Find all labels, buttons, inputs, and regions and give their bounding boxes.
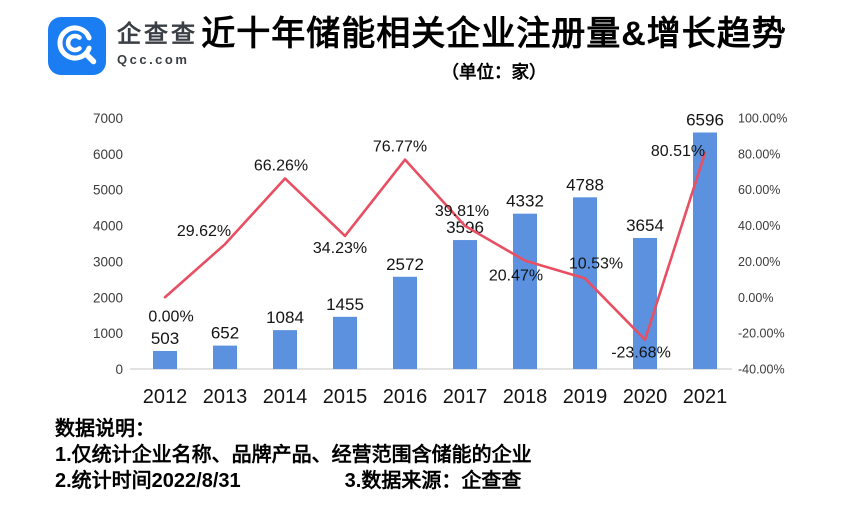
line-value-label: 20.47% xyxy=(489,268,543,285)
bar-value-label: 3654 xyxy=(626,216,664,235)
bar-value-label: 652 xyxy=(211,324,239,343)
line-value-label: 66.26% xyxy=(254,157,308,174)
left-axis-tick: 5000 xyxy=(93,183,123,198)
left-axis-tick: 1000 xyxy=(93,326,123,341)
line-value-label: 39.81% xyxy=(435,203,489,220)
bar-value-label: 4332 xyxy=(506,192,544,211)
x-axis-label: 2016 xyxy=(383,386,428,408)
line-value-label: 10.53% xyxy=(569,255,623,272)
line-value-label: 34.23% xyxy=(313,240,367,257)
qcc-logo-icon xyxy=(48,17,106,75)
left-axis-tick: 0 xyxy=(115,362,123,377)
bar-2014 xyxy=(273,330,297,369)
note-2: 2.统计时间2022/8/31 xyxy=(55,470,241,492)
note-1: 1.仅统计企业名称、品牌产品、经营范围含储能的企业 xyxy=(55,444,532,466)
brand-domain: Qcc.com xyxy=(117,52,190,67)
bar-2017 xyxy=(453,240,477,369)
note-row: 2.统计时间2022/8/31 3.数据来源：企查查 xyxy=(55,468,532,494)
line-value-label: 80.51% xyxy=(651,143,705,160)
brand-logo: 企查查 Qcc.com xyxy=(48,17,198,75)
page-title: 近十年储能相关企业注册量&增长趋势 xyxy=(201,15,787,53)
left-axis-tick: 2000 xyxy=(93,290,123,305)
left-axis-tick: 4000 xyxy=(93,219,123,234)
right-axis-tick: 20.00% xyxy=(738,255,780,269)
left-axis-tick: 6000 xyxy=(93,147,123,162)
bar-value-label: 1084 xyxy=(266,308,304,327)
bar-value-label: 2572 xyxy=(386,255,424,274)
notes-heading: 数据说明： xyxy=(55,418,155,440)
bar-2016 xyxy=(393,276,417,369)
left-axis-tick: 3000 xyxy=(93,254,123,269)
bar-2018 xyxy=(513,213,537,369)
line-value-label: 0.00% xyxy=(148,308,193,325)
brand-text: 企查查 Qcc.com xyxy=(117,17,198,68)
brand-name: 企查查 xyxy=(117,21,198,48)
right-axis-tick: 60.00% xyxy=(738,183,780,197)
right-axis-tick: 80.00% xyxy=(738,147,780,161)
bar-2020 xyxy=(633,237,657,369)
x-axis-label: 2020 xyxy=(623,386,668,408)
right-axis-tick: -20.00% xyxy=(738,327,785,341)
x-axis-label: 2014 xyxy=(263,386,308,408)
left-axis-tick: 7000 xyxy=(93,111,123,126)
right-axis-tick: 0.00% xyxy=(738,291,773,305)
x-axis-label: 2021 xyxy=(683,386,728,408)
bar-2013 xyxy=(213,345,237,369)
x-axis-label: 2015 xyxy=(323,386,368,408)
bar-2015 xyxy=(333,316,357,369)
line-value-label: 76.77% xyxy=(373,139,427,156)
bar-value-label: 503 xyxy=(151,329,179,348)
title-block: 近十年储能相关企业注册量&增长趋势 （单位：家） xyxy=(185,14,803,84)
right-axis-tick: 40.00% xyxy=(738,219,780,233)
growth-line xyxy=(163,151,707,342)
right-axis-tick: 100.00% xyxy=(738,112,787,126)
x-axis-label: 2012 xyxy=(143,386,188,408)
line-value-label: 29.62% xyxy=(177,223,231,240)
bar-value-label: 4788 xyxy=(566,175,604,194)
note-3: 3.数据来源：企查查 xyxy=(344,470,522,492)
combo-chart: 0 1000 2000 3000 4000 5000 6000 7000 -40.00% -20.… xyxy=(93,110,787,408)
bar-value-label: 1455 xyxy=(326,295,364,314)
line-value-label: -23.68% xyxy=(611,345,671,362)
bar-2019 xyxy=(573,197,597,369)
x-axis-label: 2013 xyxy=(203,386,248,408)
x-axis-label: 2019 xyxy=(563,386,608,408)
page-subtitle: （单位：家） xyxy=(441,62,547,82)
right-axis-tick: -40.00% xyxy=(738,363,785,377)
bar-value-label: 6596 xyxy=(686,110,724,129)
bar-2021 xyxy=(693,132,717,369)
data-notes: 数据说明： 1.仅统计企业名称、品牌产品、经营范围含储能的企业 2.统计时间20… xyxy=(55,416,532,494)
x-axis-label: 2018 xyxy=(503,386,548,408)
x-axis-label: 2017 xyxy=(443,386,488,408)
bar-2012 xyxy=(153,350,177,369)
